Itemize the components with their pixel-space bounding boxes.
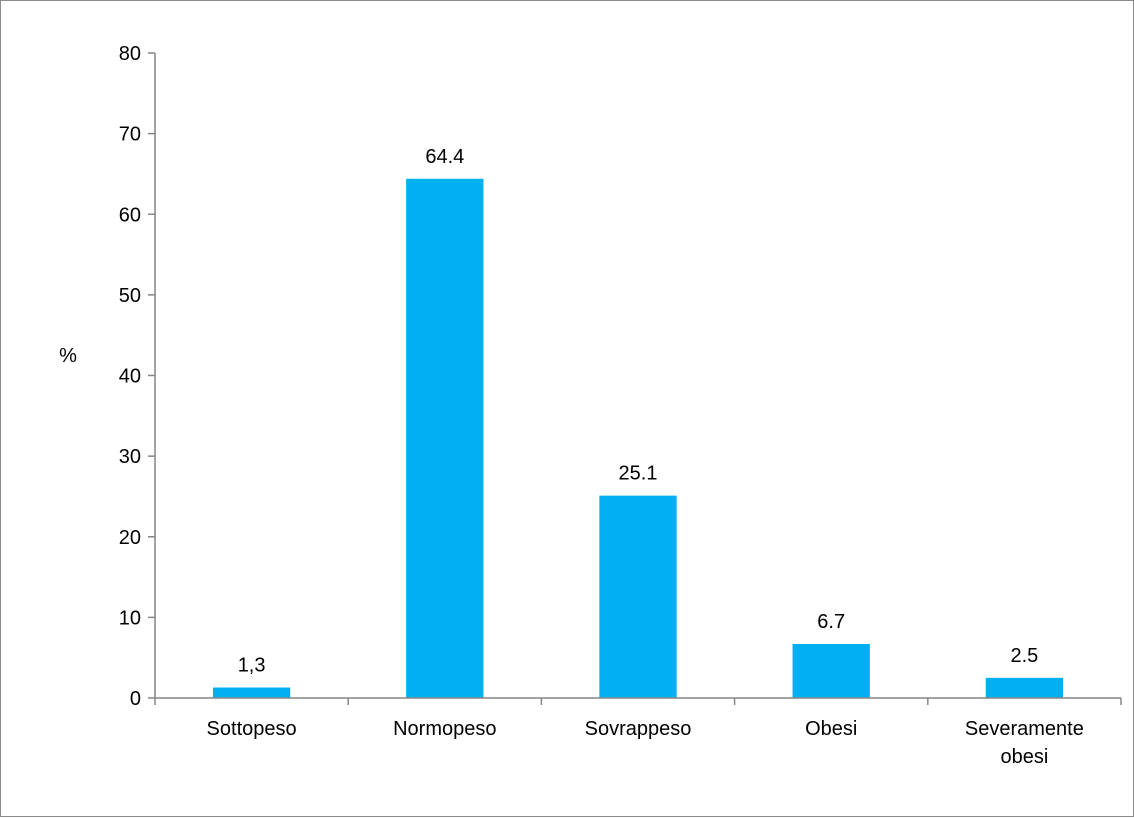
x-tick-label: Obesi xyxy=(805,718,857,740)
data-label: 2.5 xyxy=(1010,645,1038,667)
bars-group: 1,3 64.4 25.1 6.7 2.5 xyxy=(212,146,1064,698)
data-label: 1,3 xyxy=(238,655,266,677)
y-axis-label: % xyxy=(59,345,77,367)
bar xyxy=(212,687,291,698)
bar xyxy=(406,178,484,698)
y-tick-label: 10 xyxy=(119,607,141,629)
y-tick-label: 60 xyxy=(119,204,141,226)
bar xyxy=(985,677,1064,698)
y-tick-label: 50 xyxy=(119,285,141,307)
bar xyxy=(599,495,677,698)
x-axis-ticks: Sottopeso Normopeso Sovrappeso Obesi Severam… xyxy=(154,698,1122,768)
y-tick-label: 40 xyxy=(119,366,141,388)
y-tick-label: 0 xyxy=(130,688,141,710)
y-tick-label: 30 xyxy=(119,446,141,468)
data-label: 64.4 xyxy=(425,146,464,168)
x-tick-label: Normopeso xyxy=(393,718,496,740)
x-tick-label: Sottopeso xyxy=(207,718,297,740)
x-tick-label: Severamente xyxy=(965,718,1084,740)
x-tick-label: obesi xyxy=(1000,746,1048,768)
y-tick-label: 80 xyxy=(119,43,141,65)
x-tick-label: Sovrappeso xyxy=(585,718,692,740)
y-tick-label: 70 xyxy=(119,124,141,146)
y-tick-label: 20 xyxy=(119,527,141,549)
y-axis-ticks: 0 10 20 30 40 50 60 70 80 xyxy=(119,43,155,710)
data-label: 25.1 xyxy=(619,463,658,485)
data-label: 6.7 xyxy=(817,611,845,633)
bar xyxy=(792,643,870,698)
